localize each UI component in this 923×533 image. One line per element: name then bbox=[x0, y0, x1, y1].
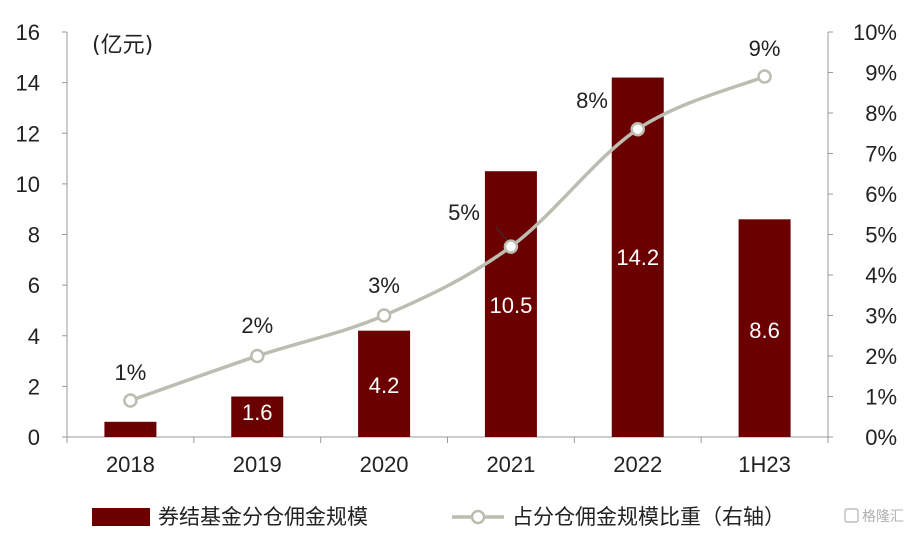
legend-line-label: 占分仓佣金规模比重（右轴） bbox=[512, 505, 785, 529]
line-point bbox=[250, 348, 265, 364]
watermark-logo-icon bbox=[844, 508, 859, 523]
bar-value-label: 10.5 bbox=[490, 293, 533, 318]
right-tick-label: 8% bbox=[865, 101, 897, 126]
x-tick-label: 2018 bbox=[106, 452, 155, 477]
legend-line-marker bbox=[470, 509, 486, 525]
bar-value-label: 1.6 bbox=[242, 400, 273, 425]
line-value-label: 8% bbox=[576, 88, 608, 113]
x-tick-label: 2019 bbox=[233, 452, 282, 477]
bar bbox=[738, 219, 791, 437]
line-value-label: 3% bbox=[368, 273, 400, 298]
right-tick-label: 7% bbox=[865, 142, 897, 167]
right-tick-label: 0% bbox=[865, 425, 897, 450]
x-tick-label: 2021 bbox=[486, 452, 535, 477]
line-value-label: 2% bbox=[241, 313, 273, 338]
left-tick-label: 8 bbox=[28, 223, 40, 248]
left-tick-label: 14 bbox=[16, 71, 40, 96]
bar bbox=[358, 330, 411, 437]
line-point bbox=[503, 239, 519, 254]
bar-value-label: 8.6 bbox=[749, 318, 780, 343]
line-value-label: 9% bbox=[749, 36, 781, 61]
x-tick-label: 1H23 bbox=[738, 452, 791, 477]
line-point bbox=[376, 308, 392, 323]
line-point bbox=[630, 121, 645, 137]
bar-value-label: 14.2 bbox=[616, 245, 659, 270]
x-tick-label: 2020 bbox=[360, 452, 409, 477]
line-series-path bbox=[129, 74, 766, 403]
bar-value-label: 4.2 bbox=[369, 373, 400, 398]
bar bbox=[611, 77, 664, 437]
left-tick-label: 4 bbox=[28, 324, 40, 349]
bar bbox=[104, 421, 157, 437]
line-point bbox=[123, 393, 138, 408]
left-tick-label: 2 bbox=[28, 374, 40, 399]
bar bbox=[231, 396, 284, 437]
watermark-label: 格隆汇 bbox=[862, 509, 904, 525]
right-tick-label: 4% bbox=[865, 263, 897, 288]
left-tick-label: 6 bbox=[28, 273, 40, 298]
line-point bbox=[757, 69, 772, 84]
right-tick-label: 5% bbox=[865, 223, 897, 248]
left-axis-unit-label: (亿元) bbox=[92, 33, 153, 58]
x-tick-label: 2022 bbox=[613, 452, 662, 477]
right-tick-label: 2% bbox=[865, 344, 897, 369]
left-tick-label: 10 bbox=[16, 172, 40, 197]
legend-bar-swatch bbox=[92, 508, 150, 526]
right-tick-label: 3% bbox=[865, 304, 897, 329]
left-tick-label: 0 bbox=[28, 425, 40, 450]
line-value-label: 1% bbox=[115, 360, 147, 385]
left-tick-label: 16 bbox=[16, 20, 40, 45]
legend-bar-label: 券结基金分仓佣金规模 bbox=[158, 505, 368, 529]
right-tick-label: 10% bbox=[853, 20, 897, 45]
bar bbox=[484, 171, 537, 437]
label-leader-line bbox=[495, 226, 510, 243]
right-tick-label: 9% bbox=[865, 61, 897, 86]
left-tick-label: 12 bbox=[16, 121, 40, 146]
line-value-label: 5% bbox=[448, 200, 480, 225]
right-tick-label: 6% bbox=[865, 182, 897, 207]
right-tick-label: 1% bbox=[865, 385, 897, 410]
